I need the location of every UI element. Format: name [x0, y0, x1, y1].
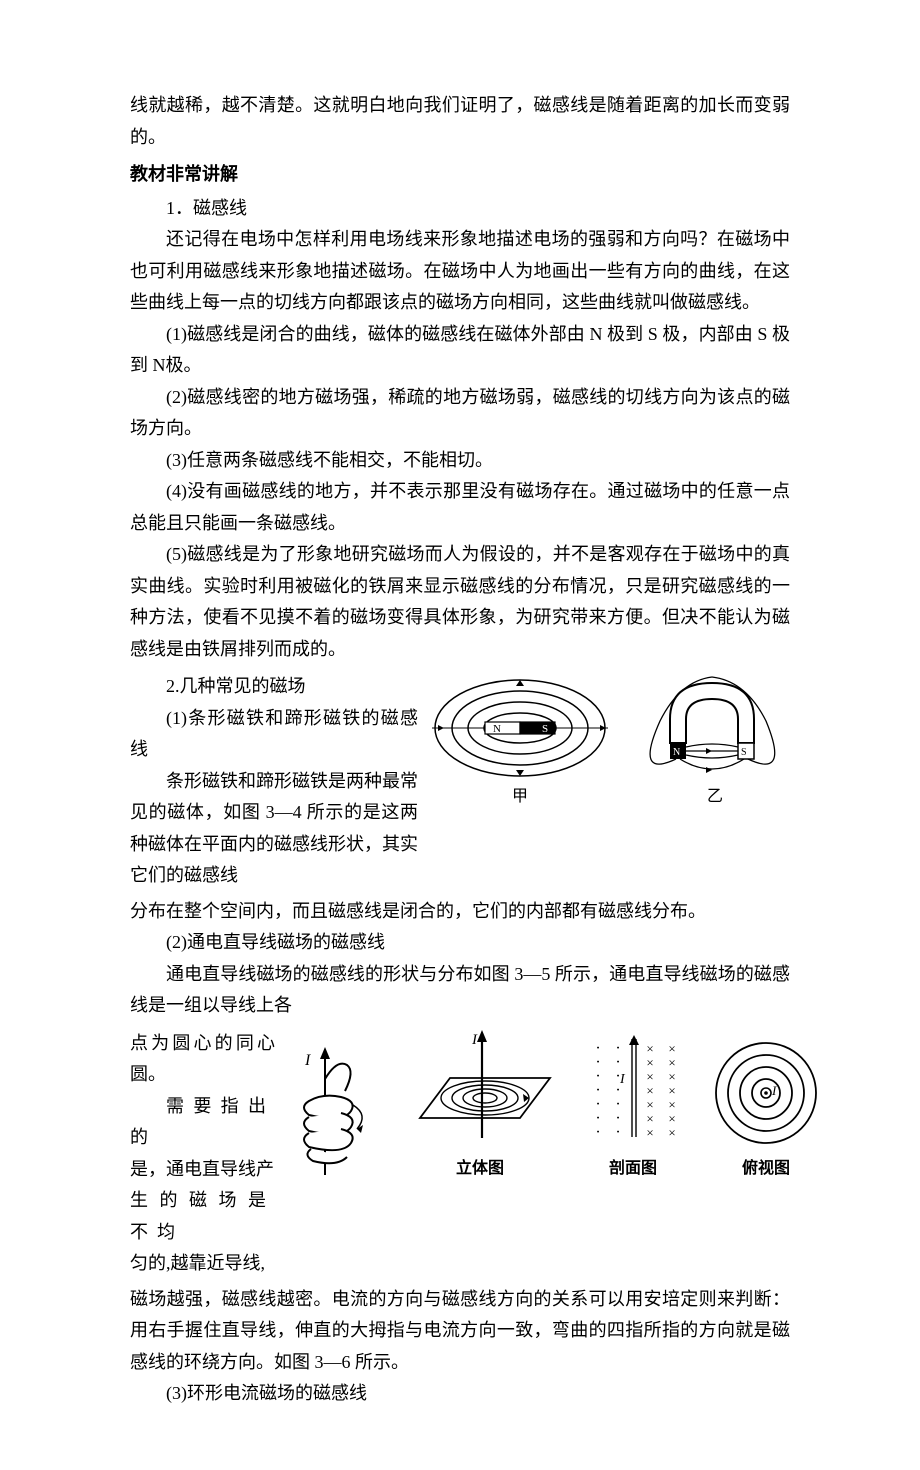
pole-n-label: N — [493, 723, 501, 735]
sec2-li2-side5: 匀的,越靠近导线, — [130, 1248, 275, 1280]
sec1-p1: 还记得在电场中怎样利用电场线来形象地描述电场的强弱和方向吗？在磁场中也可利用磁感… — [130, 224, 790, 319]
bar-magnet-diagram: N S 甲 — [430, 676, 610, 811]
svg-text:×: × — [668, 1083, 675, 1098]
sec2-li1-body-full: 分布在整个空间内，而且磁感线是闭合的，它们的内部都有磁感线分布。 — [130, 896, 790, 928]
page: 线就越稀，越不清楚。这就明白地向我们证明了，磁感线是随着距离的加长而变弱的。 教… — [0, 0, 920, 1470]
sec1-li1: (1)磁感线是闭合的曲线，磁体的磁感线在磁体外部由 N 极到 S 极，内部由 S… — [130, 319, 790, 382]
current-label-I-3: I — [619, 1072, 626, 1087]
sec2-li2-side2: 需要指出的 — [130, 1091, 275, 1154]
solid-view-diagram: I 立体图 — [400, 1028, 560, 1183]
svg-text:×: × — [668, 1055, 675, 1070]
sec1-li5: (5)磁感线是为了形象地研究磁场而人为假设的，并不是客观存在于磁场中的真实曲线。… — [130, 539, 790, 665]
svg-text:×: × — [668, 1097, 675, 1112]
pole-s-label: S — [542, 723, 548, 735]
horseshoe-n-label: N — [673, 747, 680, 758]
fig2-caption-a: 立体图 — [456, 1155, 504, 1183]
svg-text:×: × — [646, 1125, 653, 1140]
svg-text:×: × — [646, 1069, 653, 1084]
horseshoe-svg: N S — [640, 671, 790, 781]
sec1-li3: (3)任意两条磁感线不能相交，不能相切。 — [130, 445, 790, 477]
bar-magnet-svg: N S — [430, 676, 610, 781]
svg-text:×: × — [668, 1111, 675, 1126]
heading-main: 教材非常讲解 — [130, 159, 790, 191]
sec2-li3: (3)环形电流磁场的磁感线 — [130, 1378, 790, 1410]
svg-text:·: · — [595, 1124, 600, 1141]
intro-tail: 线就越稀，越不清楚。这就明白地向我们证明了，磁感线是随着距离的加长而变弱的。 — [130, 90, 790, 153]
sec2-block2: 点为圆心的同心圆。 需要指出的 是，通电直导线产 生的磁场是不均 匀的,越靠近导… — [130, 1028, 790, 1280]
horseshoe-s-label: S — [741, 747, 747, 758]
svg-text:×: × — [668, 1125, 675, 1140]
right-hand-svg: I — [287, 1043, 382, 1183]
solid-view-svg: I — [400, 1028, 560, 1153]
horseshoe-diagram: N S — [640, 671, 790, 811]
sec1-li4: (4)没有画磁感线的地方，并不表示那里没有磁场存在。通过磁场中的任意一点总能且只… — [130, 476, 790, 539]
current-label-I-4: I — [771, 1083, 777, 1098]
sec2-title: 2.几种常见的磁场 — [130, 671, 418, 703]
figure-3-5: I — [287, 1028, 826, 1183]
sec2-li2: (2)通电直导线磁场的磁感线 — [130, 927, 790, 959]
sec2-li2-body2: 磁场越强，磁感线越密。电流的方向与磁感线方向的关系可以用安培定则来判断：用右手握… — [130, 1284, 790, 1379]
current-label-I-1: I — [304, 1052, 311, 1069]
sec2-li1: (1)条形磁铁和蹄形磁铁的磁感线 — [130, 703, 418, 766]
sec2-li2-side4: 生的磁场是不均 — [130, 1185, 275, 1248]
sec1-li2: (2)磁感线密的地方磁场强，稀疏的地方磁场弱，磁感线的切线方向为该点的磁场方向。 — [130, 382, 790, 445]
current-label-I-2: I — [471, 1032, 478, 1048]
figure-3-4: N S 甲 N — [430, 671, 790, 811]
sec2-li1-body-side: 条形磁铁和蹄形磁铁是两种最常见的磁体，如图 3—4 所示的是这两种磁体在平面内的… — [130, 766, 418, 892]
fig1-caption-b: 乙 — [707, 783, 723, 811]
sec2-li2-side3: 是，通电直导线产 — [130, 1154, 275, 1186]
sec2-li2-body1: 通电直导线磁场的磁感线的形状与分布如图 3—5 所示，通电直导线磁场的磁感线是一… — [130, 959, 790, 1022]
sec2-block1: 2.几种常见的磁场 (1)条形磁铁和蹄形磁铁的磁感线 条形磁铁和蹄形磁铁是两种最… — [130, 671, 790, 892]
side-view-svg: ·· ·· ·· ·· ·· ·· ·· ×× ×× ×× ×× — [578, 1033, 688, 1153]
svg-text:×: × — [646, 1097, 653, 1112]
svg-text:·: · — [615, 1124, 620, 1141]
top-view-diagram: I 俯视图 — [706, 1035, 826, 1183]
top-view-svg: I — [706, 1035, 826, 1153]
fig1-caption-a: 甲 — [512, 783, 528, 811]
side-view-diagram: ·· ·· ·· ·· ·· ·· ·· ×× ×× ×× ×× — [578, 1033, 688, 1183]
sec2-li2-side1: 点为圆心的同心圆。 — [130, 1028, 275, 1091]
fig2-caption-b: 剖面图 — [609, 1155, 657, 1183]
sec1-title: 1．磁感线 — [130, 193, 790, 225]
svg-text:×: × — [668, 1041, 675, 1056]
fig2-caption-c: 俯视图 — [742, 1155, 790, 1183]
right-hand-diagram: I — [287, 1043, 382, 1183]
svg-text:×: × — [646, 1111, 653, 1126]
svg-text:×: × — [646, 1055, 653, 1070]
svg-text:×: × — [646, 1041, 653, 1056]
svg-text:×: × — [668, 1069, 675, 1084]
svg-text:×: × — [646, 1083, 653, 1098]
